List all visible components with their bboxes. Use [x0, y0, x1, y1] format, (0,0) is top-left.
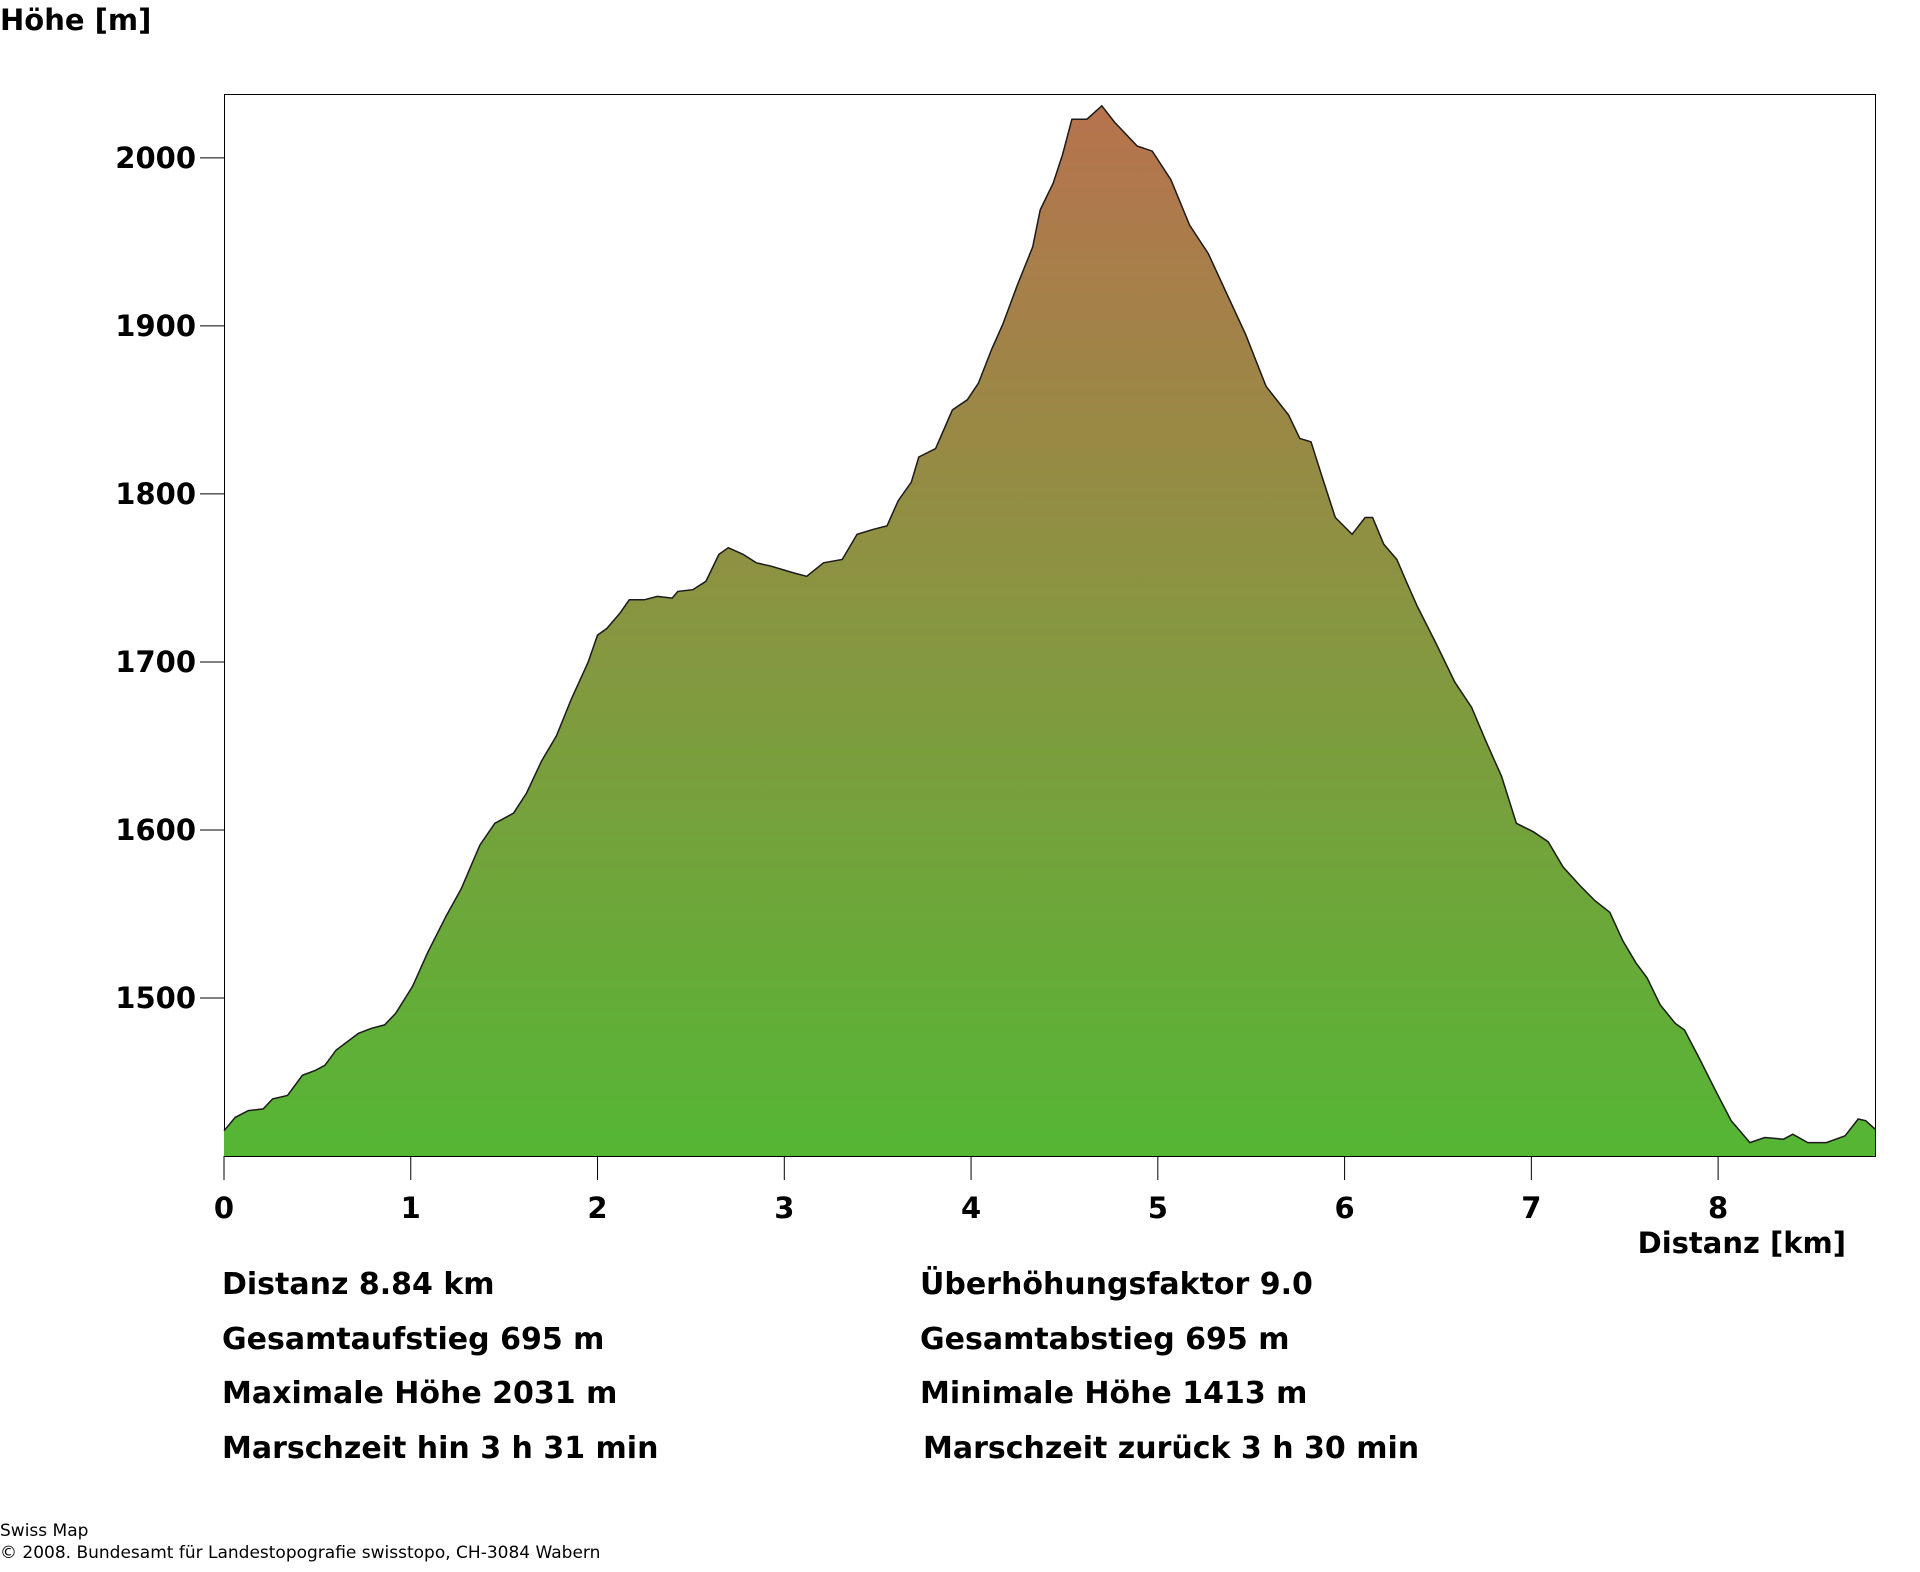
x-tick-label: 2: [587, 1191, 607, 1225]
y-axis-title: Höhe [m]: [0, 3, 151, 37]
x-tick-label: 0: [214, 1191, 234, 1225]
y-tick-label: 1500: [115, 981, 196, 1015]
stats-left: Distanz 8.84 km Gesamtaufstieg 695 m Max…: [222, 1267, 658, 1466]
x-tick-label: 7: [1521, 1191, 1541, 1225]
stats-right: Überhöhungsfaktor 9.0 Gesamtabstieg 695 …: [920, 1265, 1419, 1466]
stat-max-height: Maximale Höhe 2031 m: [222, 1376, 617, 1411]
plot-frame: [224, 94, 1876, 1157]
x-tick-label: 5: [1148, 1191, 1168, 1225]
x-tick-label: 3: [774, 1191, 794, 1225]
y-tick-label: 2000: [115, 141, 196, 175]
stat-min-height: Minimale Höhe 1413 m: [920, 1376, 1307, 1411]
elevation-line: [223, 104, 1876, 1144]
x-tick-label: 6: [1334, 1191, 1354, 1225]
elevation-area: [224, 105, 1875, 1156]
stat-total-ascent: Gesamtaufstieg 695 m: [222, 1322, 604, 1357]
footer-copyright: © 2008. Bundesamt für Landestopografie s…: [0, 1543, 600, 1563]
stat-time-there: Marschzeit hin 3 h 31 min: [222, 1431, 658, 1466]
stat-distance: Distanz 8.84 km: [222, 1267, 495, 1302]
x-axis-title: Distanz [km]: [1638, 1226, 1846, 1260]
y-tick-label: 1800: [115, 477, 196, 511]
footer-title: Swiss Map: [0, 1521, 88, 1541]
y-tick-label: 1700: [115, 645, 196, 679]
x-tick-label: 4: [961, 1191, 981, 1225]
stat-total-descent: Gesamtabstieg 695 m: [920, 1322, 1289, 1357]
stat-exaggeration: Überhöhungsfaktor 9.0: [920, 1265, 1313, 1302]
y-tick-label: 1900: [115, 309, 196, 343]
stat-time-back: Marschzeit zurück 3 h 30 min: [923, 1431, 1419, 1466]
y-tick-label: 1600: [115, 813, 196, 847]
x-tick-label: 1: [401, 1191, 421, 1225]
x-tick-label: 8: [1708, 1191, 1728, 1225]
